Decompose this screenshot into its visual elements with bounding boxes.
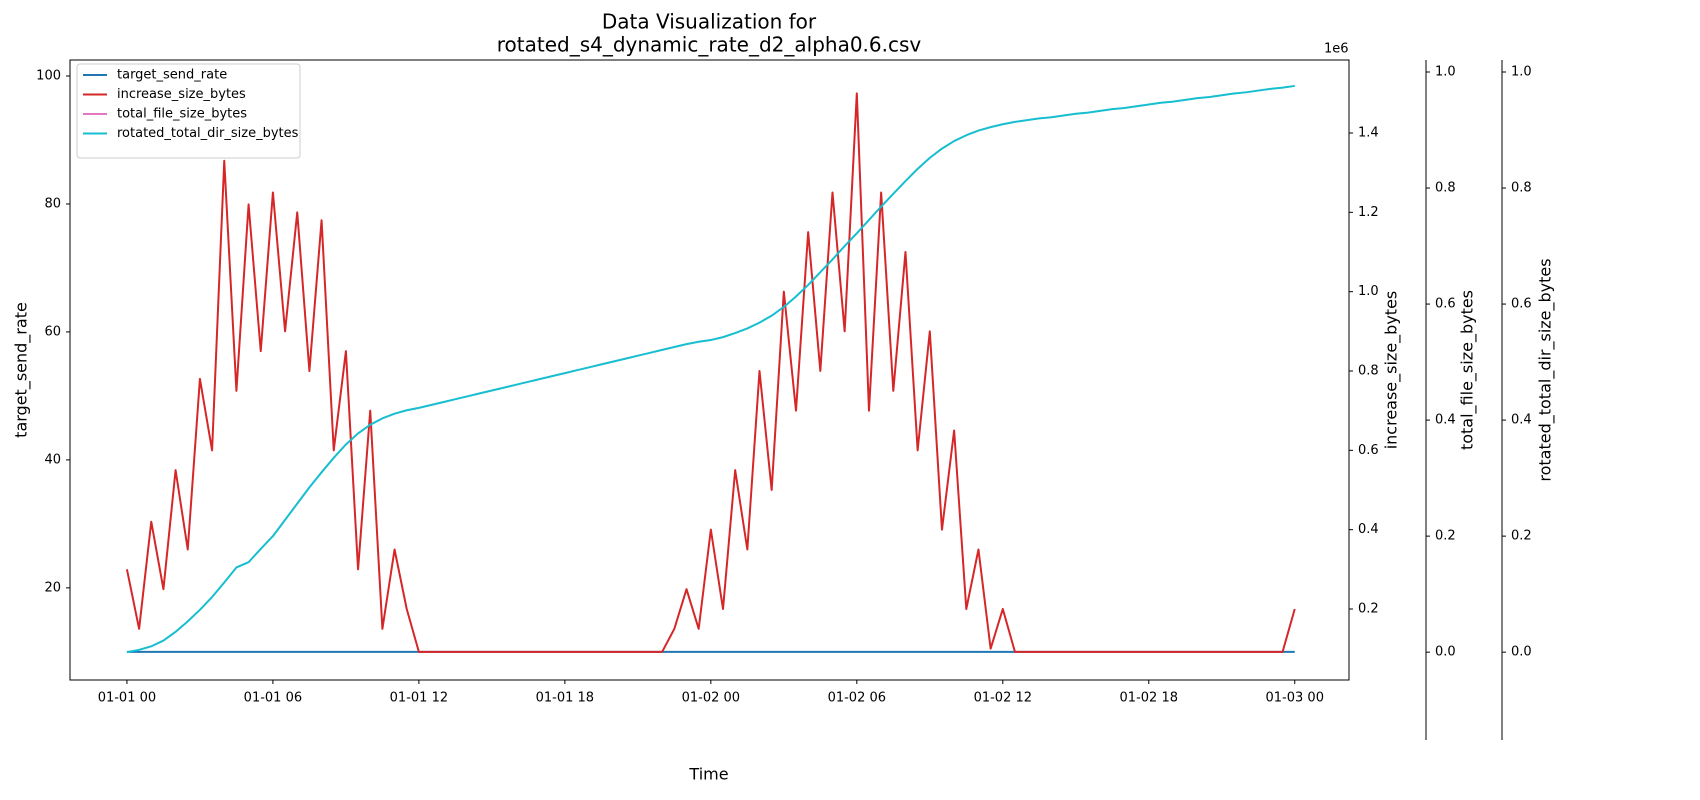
y2-tick-label: 0.8 <box>1358 363 1379 378</box>
axes: 01-01 00 01-01 06 01-01 12 01-01 18 01-02 00… <box>12 42 1556 706</box>
y4-tick-label: 0.4 <box>1511 413 1532 428</box>
y2-axis-label: increase_size_bytes <box>1382 291 1402 450</box>
series-line <box>125 92 1296 653</box>
y3-tick-label: 0.2 <box>1435 529 1456 544</box>
x-tick-label: 01-02 12 <box>974 691 1032 706</box>
y3-tick-label: 0.4 <box>1435 413 1456 428</box>
x-tick-label: 01-01 18 <box>536 691 594 706</box>
y4-axis-label: rotated_total_dir_size_bytes <box>1536 258 1556 481</box>
y3-tick-label: 0.6 <box>1435 297 1456 312</box>
legend-label: increase_size_bytes <box>117 87 246 102</box>
y2-tick-label: 0.6 <box>1358 443 1379 458</box>
x-tick-label: 01-02 18 <box>1120 691 1178 706</box>
chart-title: Data Visualization for <box>602 10 817 34</box>
legend-box <box>76 63 301 159</box>
y3-axis-label: total_file_size_bytes <box>1458 290 1478 450</box>
plot-frame <box>69 59 1350 681</box>
y4-tick-label: 0.6 <box>1511 297 1532 312</box>
y-tick-label: 60 <box>44 324 61 339</box>
y4-tick-label: 1.0 <box>1511 65 1532 80</box>
y-axis-label: target_send_rate <box>12 302 32 438</box>
y4-tick-label: 0.2 <box>1511 529 1532 544</box>
y2-tick-label: 1.2 <box>1358 205 1379 220</box>
y2-offset-label: 1e6 <box>1324 42 1349 57</box>
y3-tick-label: 0.0 <box>1435 645 1456 660</box>
y3-tick-label: 0.8 <box>1435 181 1456 196</box>
y-tick-label: 20 <box>44 580 61 595</box>
y2-tick-label: 0.2 <box>1358 601 1379 616</box>
legend-label: target_send_rate <box>117 68 227 83</box>
x-tick-label: 01-01 12 <box>390 691 448 706</box>
y4-tick-label: 0.0 <box>1511 645 1532 660</box>
x-tick-label: 01-01 00 <box>98 691 156 706</box>
x-axis-label: Time <box>688 765 728 784</box>
y3-tick-label: 1.0 <box>1435 65 1456 80</box>
x-tick-label: 01-02 06 <box>828 691 886 706</box>
y2-tick-label: 1.4 <box>1358 125 1379 140</box>
y4-tick-label: 0.8 <box>1511 181 1532 196</box>
y-tick-label: 40 <box>44 452 61 467</box>
chart-title: rotated_s4_dynamic_rate_d2_alpha0.6.csv <box>497 33 922 57</box>
series-line <box>126 84 1295 654</box>
x-tick-label: 01-02 00 <box>682 691 740 706</box>
plot-area <box>125 84 1296 654</box>
legend-label: total_file_size_bytes <box>117 107 247 122</box>
y2-tick-label: 1.0 <box>1358 284 1379 299</box>
legend: target_send_rate increase_size_bytestotal… <box>76 63 301 159</box>
y-tick-label: 80 <box>44 196 61 211</box>
x-tick-label: 01-03 00 <box>1266 691 1324 706</box>
x-tick-label: 01-01 06 <box>244 691 302 706</box>
y-tick-label: 100 <box>36 68 61 83</box>
legend-label: rotated_total_dir_size_bytes <box>117 126 299 141</box>
y2-tick-label: 0.4 <box>1358 522 1379 537</box>
